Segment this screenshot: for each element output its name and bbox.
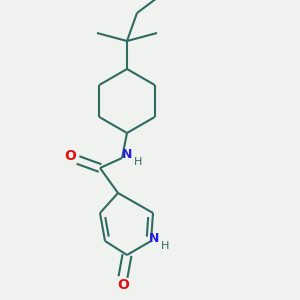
Text: O: O <box>64 149 76 163</box>
Text: H: H <box>161 241 169 251</box>
Text: N: N <box>122 148 132 160</box>
Text: O: O <box>117 278 129 292</box>
Text: N: N <box>149 232 159 245</box>
Text: H: H <box>134 157 142 167</box>
